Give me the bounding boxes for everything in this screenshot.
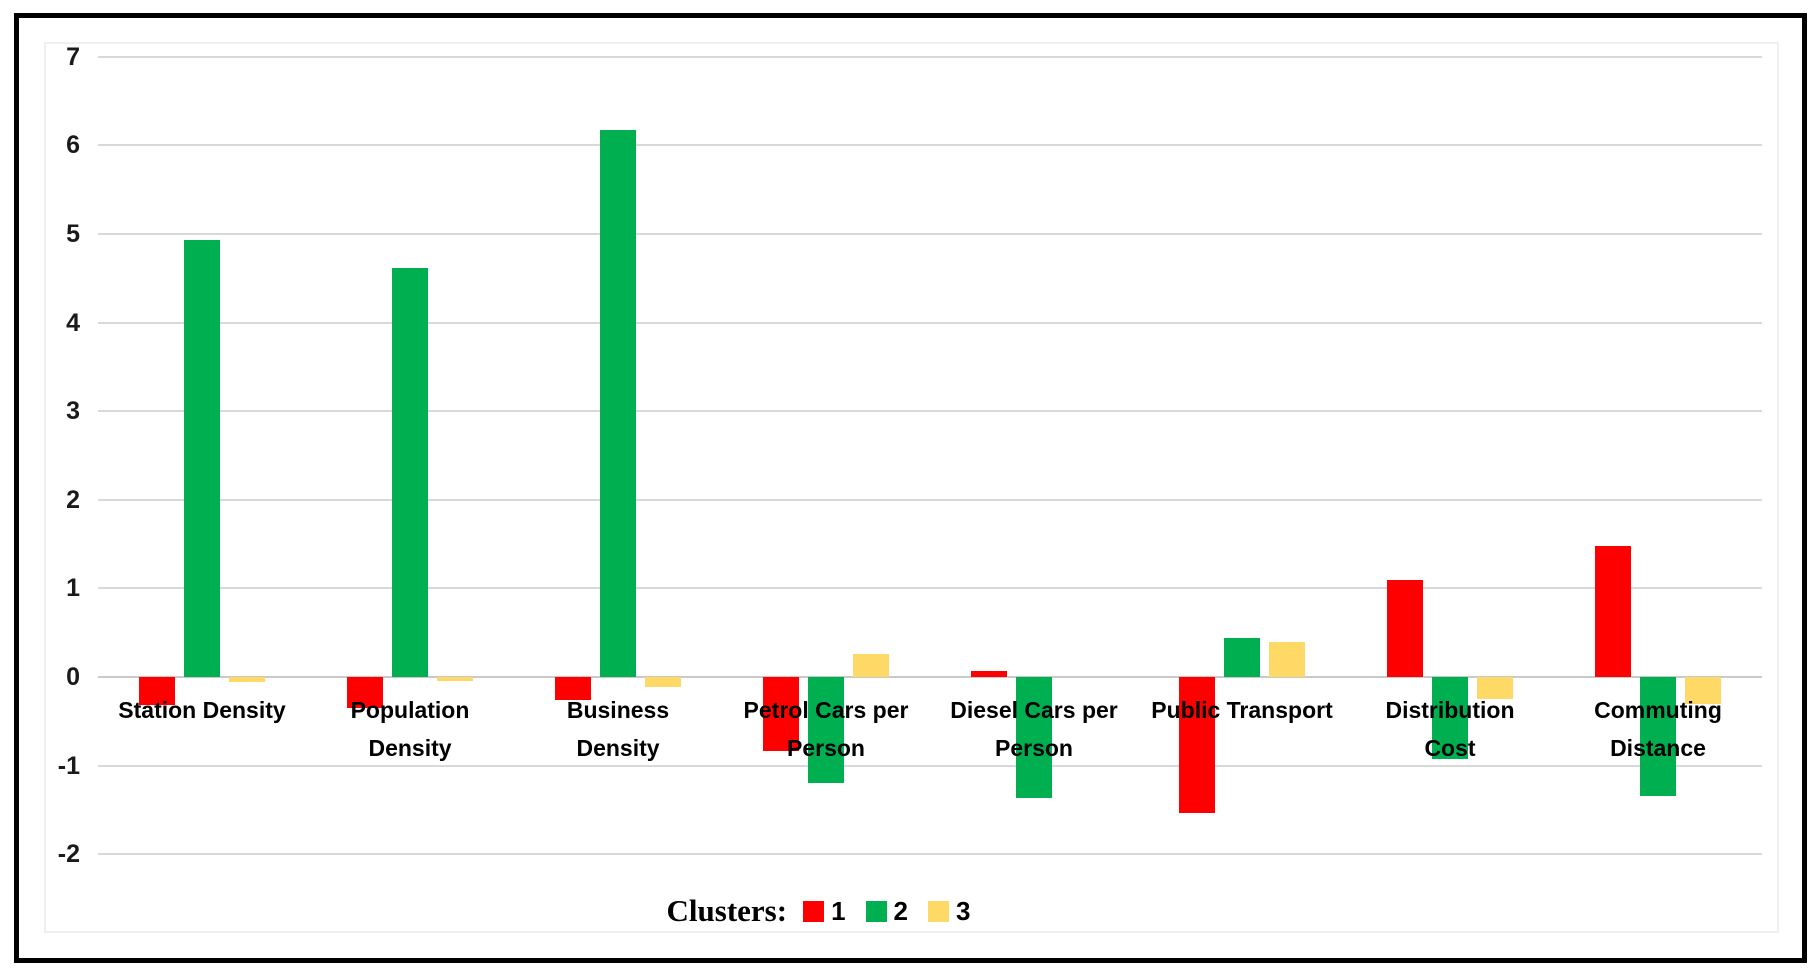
- legend-item-cluster-3: 3: [928, 896, 970, 927]
- y-tick-label-2: 2: [66, 486, 80, 514]
- y-tick-label-4: 4: [66, 309, 80, 337]
- gridline-y-6: [98, 144, 1762, 146]
- bar-business-density-cluster-1: [555, 677, 591, 700]
- legend-label-cluster-2: 2: [893, 895, 908, 926]
- chart-area-border: [44, 42, 1779, 933]
- bar-commuting-distance-cluster-2: [1640, 677, 1676, 796]
- bar-population-density-cluster-1: [347, 677, 383, 708]
- y-tick-label-0: 0: [66, 663, 80, 691]
- legend-label-cluster-1: 1: [831, 895, 846, 926]
- bar-distribution-cost-cluster-3: [1477, 677, 1513, 699]
- gridline-y-4: [98, 322, 1762, 324]
- y-tick-label-3: 3: [66, 397, 80, 425]
- bar-station-density-cluster-2: [184, 240, 220, 677]
- y-tick-label-5: 5: [66, 220, 80, 248]
- legend-swatch-cluster-2: [865, 900, 887, 922]
- y-tick-label--1: -1: [57, 752, 80, 780]
- y-tick-label--2: -2: [57, 840, 80, 868]
- legend-item-cluster-2: 2: [865, 895, 908, 927]
- x-category-label-public-transport: Public Transport: [1151, 697, 1333, 723]
- bar-petrol-cars-per-person-cluster-1: [763, 677, 799, 751]
- bar-petrol-cars-per-person-cluster-2: [808, 677, 844, 783]
- gridline-y-3: [98, 410, 1762, 412]
- gridline-y-7: [98, 56, 1762, 58]
- x-category-label-distribution-cost: Distribution Cost: [1385, 697, 1515, 761]
- bar-diesel-cars-per-person-cluster-2: [1016, 677, 1052, 798]
- chart-border: Clusters: 1 2 3 7 6 5 4 3 2 1 0 -1 -2 Station Densit…: [14, 13, 1807, 963]
- bar-distribution-cost-cluster-2: [1432, 677, 1468, 759]
- x-category-label-commuting-distance: Commuting Distance: [1594, 697, 1722, 761]
- gridline-y-2: [98, 499, 1762, 501]
- bar-petrol-cars-per-person-cluster-3: [853, 654, 889, 677]
- bar-business-density-cluster-2: [600, 130, 636, 677]
- bar-population-density-cluster-3: [437, 677, 473, 681]
- bar-public-transport-cluster-2: [1224, 638, 1260, 677]
- x-category-label-population-density: Population Density: [350, 697, 470, 761]
- legend-title: Clusters:: [666, 893, 788, 928]
- gridline-y-0: [98, 676, 1762, 678]
- bar-commuting-distance-cluster-3: [1685, 677, 1721, 704]
- gridline-y-5: [98, 233, 1762, 235]
- bar-business-density-cluster-3: [645, 677, 681, 687]
- gridline-y--2: [98, 853, 1762, 855]
- y-tick-label-1: 1: [66, 574, 80, 602]
- x-category-label-business-density: Business Density: [566, 697, 670, 761]
- bar-public-transport-cluster-3: [1269, 642, 1305, 677]
- legend-swatch-cluster-3: [928, 900, 949, 922]
- x-category-label-petrol-cars-per-person: Petrol Cars per Person: [743, 697, 909, 761]
- legend-items: 1 2 3: [803, 896, 990, 927]
- bar-population-density-cluster-2: [392, 268, 428, 677]
- legend: Clusters: 1 2 3: [0, 888, 1720, 934]
- bar-station-density-cluster-3: [229, 677, 265, 682]
- bar-diesel-cars-per-person-cluster-1: [971, 671, 1007, 677]
- x-category-label-station-density: Station Density: [118, 697, 286, 723]
- legend-label-cluster-3: 3: [956, 895, 971, 926]
- y-tick-label-6: 6: [66, 131, 80, 159]
- y-tick-label-7: 7: [66, 43, 80, 71]
- legend-swatch-cluster-1: [803, 900, 825, 922]
- gridline-y-1: [98, 587, 1762, 589]
- gridline-y--1: [98, 765, 1762, 767]
- bar-public-transport-cluster-1: [1179, 677, 1215, 813]
- x-category-label-diesel-cars-per-person: Diesel Cars per Person: [950, 697, 1118, 761]
- legend-item-cluster-1: 1: [803, 895, 846, 927]
- bar-commuting-distance-cluster-1: [1595, 546, 1631, 677]
- bar-distribution-cost-cluster-1: [1387, 580, 1423, 677]
- bar-station-density-cluster-1: [139, 677, 175, 705]
